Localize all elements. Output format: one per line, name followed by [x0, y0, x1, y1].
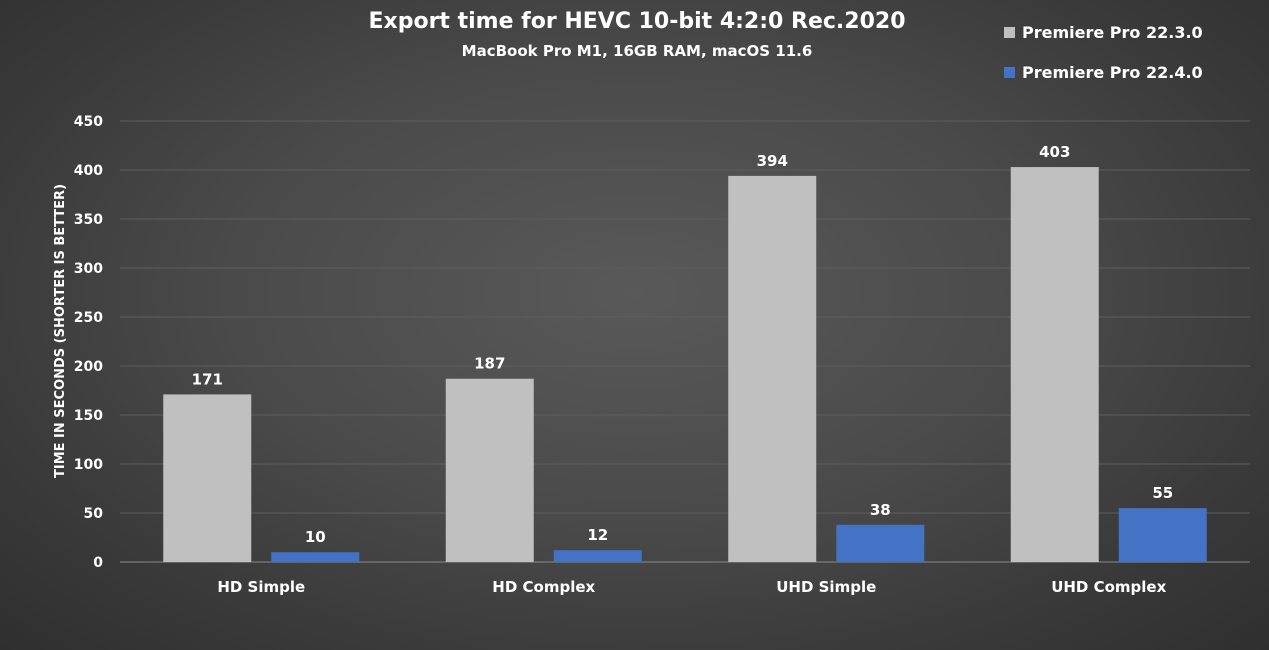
x-tick-label: HD Complex: [492, 578, 595, 596]
legend-swatch: [1004, 66, 1015, 78]
y-tick-label: 0: [93, 555, 103, 571]
chart-subtitle: MacBook Pro M1, 16GB RAM, macOS 11.6: [462, 42, 813, 60]
data-label: 394: [757, 152, 788, 170]
y-tick-label: 50: [84, 506, 104, 522]
bar: [163, 394, 252, 562]
legend-swatch: [1004, 26, 1015, 38]
bar: [728, 175, 817, 562]
data-label: 10: [305, 528, 326, 546]
y-tick-label: 300: [74, 261, 103, 277]
legend-label: Premiere Pro 22.4.0: [1022, 62, 1203, 82]
data-label: 55: [1152, 484, 1173, 502]
data-labels: 171 10 187 12 394 38 403 55: [192, 143, 1174, 546]
legend-label: Premiere Pro 22.3.0: [1022, 22, 1203, 42]
legend: Premiere Pro 22.3.0 Premiere Pro 22.4.0: [1004, 20, 1203, 100]
y-axis-label: TIME IN SECONDS (SHORTER IS BETTER): [53, 184, 68, 478]
data-label: 403: [1039, 143, 1070, 161]
x-tick-label: UHD Simple: [776, 578, 876, 596]
data-label: 171: [192, 370, 223, 388]
bar: [1010, 167, 1099, 562]
legend-item-premiere-22-3: Premiere Pro 22.3.0: [1004, 20, 1203, 44]
y-tick-label: 150: [74, 408, 103, 424]
y-tick-label: 400: [74, 163, 103, 179]
bar: [271, 552, 360, 562]
data-label: 12: [587, 526, 608, 544]
y-tick-label: 250: [74, 310, 103, 326]
x-tick-label: HD Simple: [217, 578, 305, 596]
data-label: 38: [870, 501, 891, 519]
bar: [553, 550, 642, 562]
y-tick-label: 100: [74, 457, 103, 473]
y-tick-label: 450: [74, 114, 103, 130]
legend-item-premiere-22-4: Premiere Pro 22.4.0: [1004, 60, 1203, 84]
bars: [163, 167, 1207, 562]
data-label: 187: [474, 355, 505, 373]
y-tick-labels: 0 50 100 150 200 250 300 350 400 450: [74, 114, 103, 571]
chart-title: Export time for HEVC 10-bit 4:2:0 Rec.20…: [368, 9, 905, 34]
x-tick-labels: HD Simple HD Complex UHD Simple UHD Complex: [217, 578, 1166, 596]
bar: [836, 524, 925, 562]
y-tick-label: 200: [74, 359, 103, 375]
bar: [445, 378, 534, 562]
y-tick-label: 350: [74, 212, 103, 228]
bar: [1118, 508, 1207, 562]
x-tick-label: UHD Complex: [1051, 578, 1166, 596]
